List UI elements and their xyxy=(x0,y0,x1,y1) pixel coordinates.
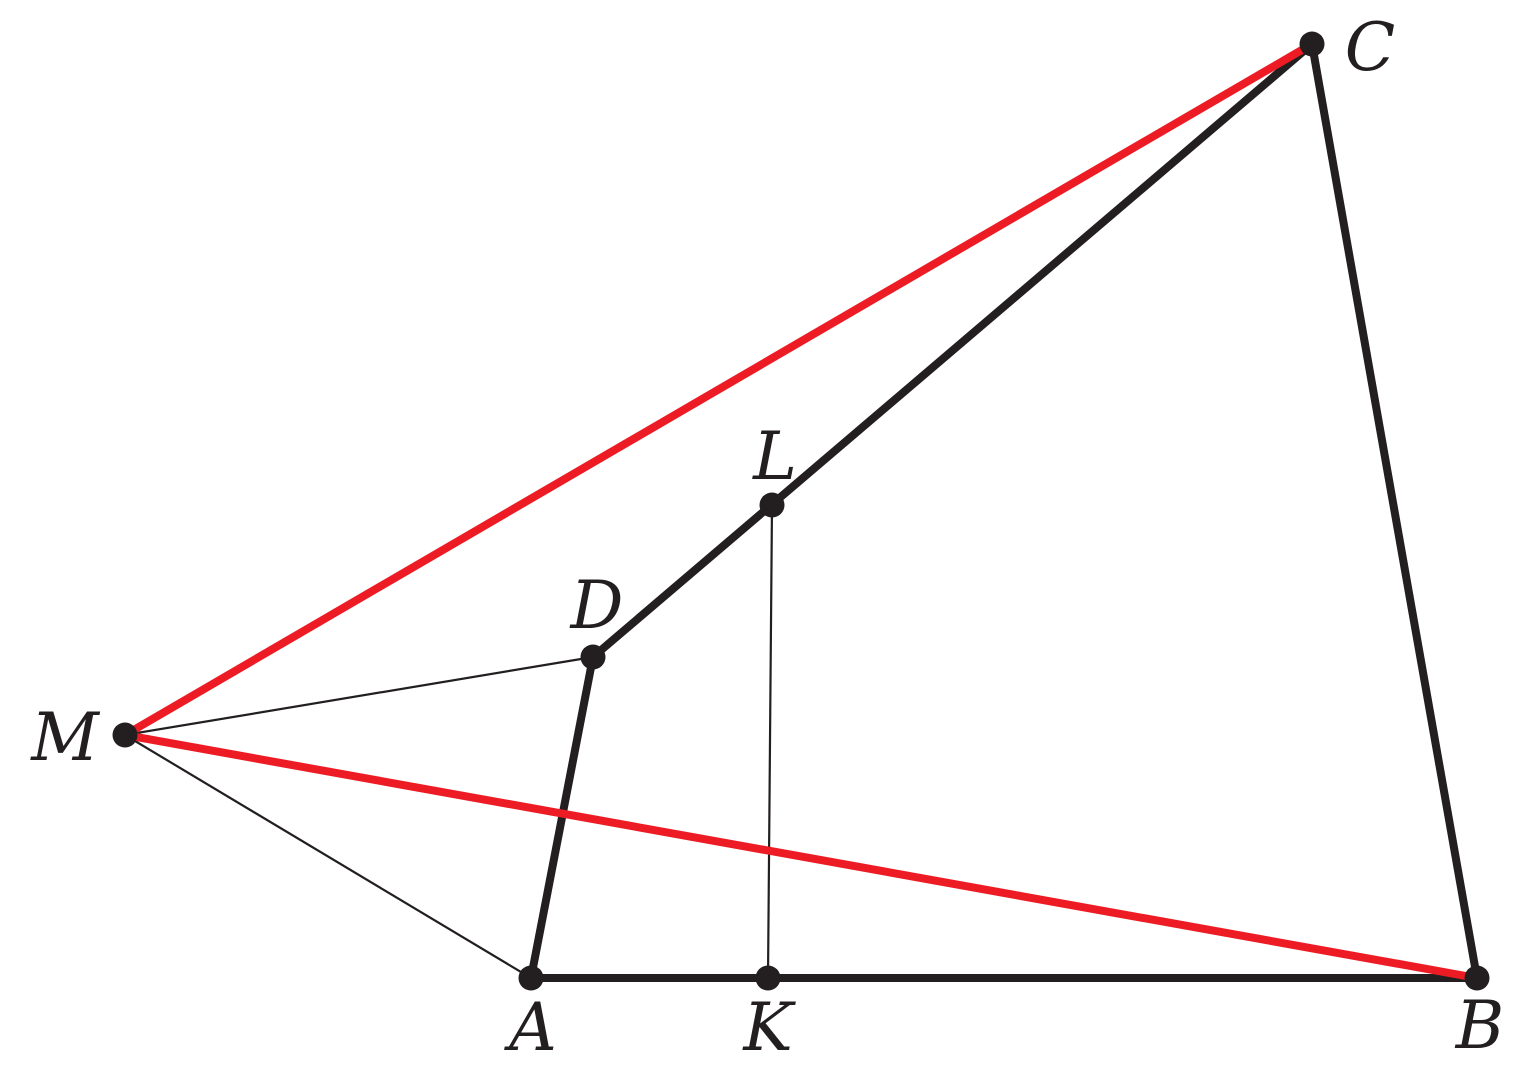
point-A xyxy=(518,965,544,991)
point-C xyxy=(1299,31,1325,57)
segment-M-B xyxy=(124,731,1478,982)
point-K xyxy=(755,965,781,991)
points-layer xyxy=(112,31,1490,991)
label-C: C xyxy=(1345,9,1396,86)
label-A: A xyxy=(503,989,557,1066)
segment-M-A xyxy=(124,734,532,979)
segments-layer xyxy=(122,40,1481,982)
label-M: M xyxy=(30,699,100,776)
label-K: K xyxy=(742,989,796,1066)
labels-layer: C M D L A K B xyxy=(30,9,1504,1066)
segment-L-K xyxy=(766,504,774,979)
point-M xyxy=(112,722,138,748)
point-D xyxy=(580,644,606,670)
segment-C-D xyxy=(590,40,1315,661)
point-B xyxy=(1464,965,1490,991)
label-D: D xyxy=(570,567,624,644)
segment-M-D xyxy=(124,655,594,737)
label-B: B xyxy=(1455,987,1505,1064)
segment-M-C xyxy=(122,40,1315,739)
segment-B-C xyxy=(1308,43,1481,979)
point-L xyxy=(759,492,785,518)
label-L: L xyxy=(752,418,797,495)
